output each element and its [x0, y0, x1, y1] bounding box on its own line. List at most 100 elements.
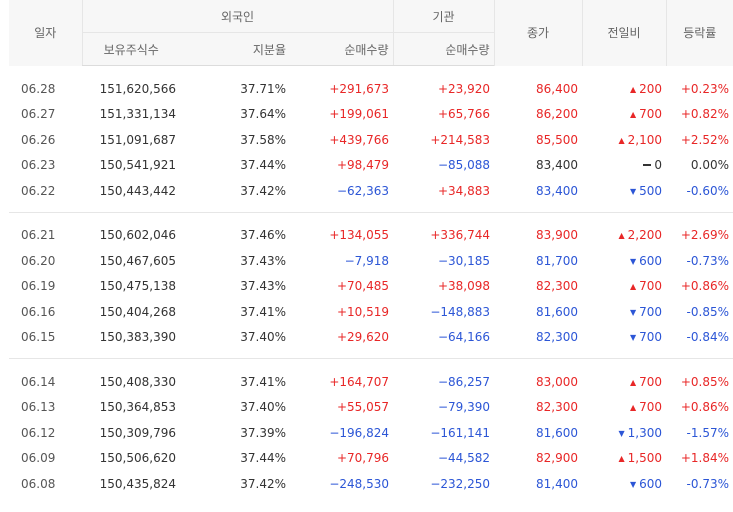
table-row: 06.14 150,408,330 37.41% +164,707 −86,257 83,… [9, 359, 733, 395]
down-triangle-icon: ▼ [629, 333, 637, 343]
table-row: 06.20 150,467,605 37.43% −7,918 −30,185 81,70… [9, 248, 733, 274]
up-triangle-icon: ▲ [629, 110, 637, 120]
holdings-cell: 150,506,620 [99, 451, 176, 466]
ratio-cell: 37.42% [180, 178, 290, 213]
change-cell: ▼ 600 [582, 248, 666, 274]
inst-net-cell: −85,088 [437, 158, 490, 173]
foreign-net-cell: +291,673 [329, 81, 389, 96]
rate-cell: -1.57% [686, 425, 729, 440]
holdings-cell: 150,541,921 [99, 158, 176, 173]
inst-net-cell: −148,883 [430, 304, 490, 319]
change-value: 1,300 [627, 425, 662, 440]
ratio-cell: 37.43% [240, 279, 286, 294]
change-value: 600 [639, 476, 662, 491]
close-cell: 81,400 [536, 476, 578, 491]
ratio-cell: 37.39% [240, 425, 286, 440]
up-triangle-icon: ▲ [618, 135, 625, 145]
close-cell: 86,200 [536, 107, 578, 122]
foreign-net-cell: +134,055 [329, 228, 389, 243]
rate-cell: -0.73% [686, 476, 729, 491]
rate-cell: +0.86% [680, 279, 729, 294]
investor-trend-table: 일자 외국인 기관 종가 전일비 등락률 보유주식수 지분율 순매수량 순매수량… [9, 0, 733, 497]
rate-cell: -0.60% [666, 178, 733, 213]
inst-net-cell: +65,766 [437, 107, 490, 122]
holdings-cell: 151,331,134 [99, 107, 176, 122]
ratio-cell: 37.71% [240, 81, 286, 96]
change-value: 1,500 [627, 451, 662, 466]
ratio-cell: 37.42% [240, 476, 286, 491]
date-cell: 06.16 [21, 304, 56, 319]
up-triangle-icon: ▲ [629, 377, 637, 387]
change-cell: ▲ 200 [582, 66, 666, 102]
header-date: 일자 [9, 0, 82, 66]
rate-cell: +0.86% [680, 400, 729, 415]
table-row: 06.21 150,602,046 37.46% +134,055 +336,744 83… [9, 212, 733, 248]
up-triangle-icon: ▲ [618, 454, 625, 464]
change-value: 200 [639, 81, 662, 96]
change-cell: ▲ 700 [582, 359, 666, 395]
inst-net-cell: +214,583 [430, 132, 490, 147]
foreign-net-cell: −196,824 [329, 425, 389, 440]
table-row: 06.08 150,435,824 37.42% −248,530 −232,250 81… [9, 471, 733, 497]
header-rate: 등락률 [665, 0, 733, 66]
down-triangle-icon: ▼ [629, 256, 637, 266]
table-row: 06.23 150,541,921 37.44% +98,479 −85,088 83,4… [9, 153, 733, 179]
close-cell: 81,600 [536, 425, 578, 440]
header-holdings: 보유주식수 [81, 32, 180, 66]
inst-net-cell: −161,141 [430, 425, 490, 440]
date-cell: 06.09 [21, 451, 56, 466]
ratio-cell: 37.46% [240, 228, 286, 243]
date-cell: 06.15 [9, 324, 82, 359]
down-triangle-icon: ▼ [629, 479, 637, 489]
foreign-net-cell: +10,519 [336, 304, 389, 319]
holdings-cell: 150,408,330 [99, 374, 176, 389]
change-value: 600 [639, 253, 662, 268]
change-cell: ▲ 2,200 [582, 212, 666, 248]
ratio-cell: 37.40% [240, 400, 286, 415]
ratio-cell: 37.43% [240, 253, 286, 268]
header-foreign-net: 순매수량 [290, 32, 393, 66]
table-row: 06.22 150,443,442 37.42% −62,363 +34,883 83,4… [9, 178, 733, 213]
date-cell: 06.12 [21, 425, 56, 440]
close-cell: 83,000 [536, 374, 578, 389]
close-cell: 83,400 [494, 178, 582, 213]
inst-net-cell: −86,257 [437, 374, 490, 389]
row-group: 06.14 150,408,330 37.41% +164,707 −86,257 83,… [9, 359, 733, 497]
row-group: 06.28 151,620,566 37.71% +291,673 +23,920 86,… [9, 66, 733, 213]
change-value: 700 [639, 374, 662, 389]
holdings-cell: 151,091,687 [99, 132, 176, 147]
holdings-cell: 150,383,390 [82, 324, 180, 359]
close-cell: 82,300 [494, 324, 582, 359]
change-value: 500 [639, 183, 662, 198]
inst-net-cell: +23,920 [437, 81, 490, 96]
table-row: 06.16 150,404,268 37.41% +10,519 −148,883 81,… [9, 299, 733, 325]
up-triangle-icon: ▲ [629, 403, 637, 413]
change-cell: ▼ 700 [582, 299, 666, 325]
change-cell: ▲ 700 [582, 395, 666, 421]
foreign-net-cell: −248,530 [329, 476, 389, 491]
ratio-cell: 37.40% [180, 324, 290, 359]
date-cell: 06.22 [9, 178, 82, 213]
down-triangle-icon: ▼ [629, 186, 637, 196]
rate-cell: +2.52% [680, 132, 729, 147]
foreign-net-cell: +199,061 [329, 107, 389, 122]
down-triangle-icon: ▼ [629, 307, 637, 317]
table-row: 06.12 150,309,796 37.39% −196,824 −161,141 81… [9, 420, 733, 446]
change-value: 0 [654, 158, 662, 173]
change-cell: ▲ 1,500 [582, 446, 666, 472]
rate-cell: +1.84% [680, 451, 729, 466]
change-value: 700 [639, 400, 662, 415]
table-row: 06.27 151,331,134 37.64% +199,061 +65,766 86,… [9, 102, 733, 128]
ratio-cell: 37.41% [240, 304, 286, 319]
change-value: 700 [639, 107, 662, 122]
inst-net-cell: −44,582 [437, 451, 490, 466]
foreign-net-cell: +70,796 [336, 451, 389, 466]
foreign-net-cell: −7,918 [344, 253, 389, 268]
table-row: 06.26 151,091,687 37.58% +439,766 +214,583 85… [9, 127, 733, 153]
ratio-cell: 37.44% [240, 451, 286, 466]
close-cell: 82,300 [536, 279, 578, 294]
date-cell: 06.26 [21, 132, 56, 147]
close-cell: 86,400 [536, 81, 578, 96]
close-cell: 82,900 [536, 451, 578, 466]
date-cell: 06.19 [21, 279, 56, 294]
